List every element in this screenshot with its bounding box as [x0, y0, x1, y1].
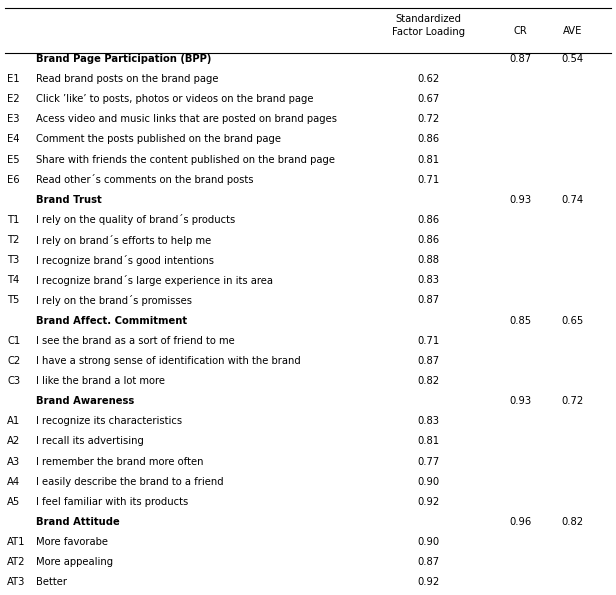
Text: 0.83: 0.83: [417, 275, 439, 286]
Text: I recognize brand´s good intentions: I recognize brand´s good intentions: [36, 255, 214, 266]
Text: AT2: AT2: [7, 558, 26, 567]
Text: 0.74: 0.74: [562, 195, 584, 205]
Text: 0.77: 0.77: [417, 456, 439, 466]
Text: A1: A1: [7, 416, 21, 427]
Text: C3: C3: [7, 376, 20, 386]
Text: C2: C2: [7, 356, 21, 366]
Text: I rely on brand´s efforts to help me: I rely on brand´s efforts to help me: [36, 234, 211, 246]
Text: Brand Awareness: Brand Awareness: [36, 396, 134, 406]
Text: 0.87: 0.87: [417, 356, 439, 366]
Text: 0.65: 0.65: [562, 315, 584, 325]
Text: I recognize brand´s large experience in its area: I recognize brand´s large experience in …: [36, 275, 273, 286]
Text: 0.82: 0.82: [417, 376, 439, 386]
Text: Brand Attitude: Brand Attitude: [36, 517, 120, 527]
Text: 0.86: 0.86: [417, 215, 439, 225]
Text: 0.72: 0.72: [562, 396, 584, 406]
Text: 0.92: 0.92: [417, 497, 439, 507]
Text: 0.71: 0.71: [417, 175, 439, 184]
Text: T5: T5: [7, 296, 20, 305]
Text: 0.87: 0.87: [417, 558, 439, 567]
Text: I remember the brand more often: I remember the brand more often: [36, 456, 203, 466]
Text: I rely on the quality of brand´s products: I rely on the quality of brand´s product…: [36, 214, 235, 226]
Text: Brand Trust: Brand Trust: [36, 195, 102, 205]
Text: I have a strong sense of identification with the brand: I have a strong sense of identification …: [36, 356, 301, 366]
Text: A3: A3: [7, 456, 20, 466]
Text: More favorabe: More favorabe: [36, 537, 108, 547]
Text: E6: E6: [7, 175, 20, 184]
Text: 0.90: 0.90: [417, 477, 439, 487]
Text: 0.85: 0.85: [509, 315, 532, 325]
Text: Brand Page Participation (BPP): Brand Page Participation (BPP): [36, 54, 211, 64]
Text: 0.92: 0.92: [417, 577, 439, 587]
Text: 0.81: 0.81: [417, 437, 439, 446]
Text: Share with friends the content published on the brand page: Share with friends the content published…: [36, 155, 334, 164]
Text: E3: E3: [7, 114, 20, 124]
Text: I see the brand as a sort of friend to me: I see the brand as a sort of friend to m…: [36, 336, 235, 346]
Text: E4: E4: [7, 134, 20, 145]
Text: 0.86: 0.86: [417, 235, 439, 245]
Text: AT3: AT3: [7, 577, 26, 587]
Text: 0.83: 0.83: [417, 416, 439, 427]
Text: More appealing: More appealing: [36, 558, 113, 567]
Text: T1: T1: [7, 215, 20, 225]
Text: 0.82: 0.82: [562, 517, 584, 527]
Text: 0.93: 0.93: [509, 396, 532, 406]
Text: 0.88: 0.88: [417, 255, 439, 265]
Text: 0.96: 0.96: [509, 517, 532, 527]
Text: T2: T2: [7, 235, 20, 245]
Text: E2: E2: [7, 94, 20, 104]
Text: Comment the posts published on the brand page: Comment the posts published on the brand…: [36, 134, 281, 145]
Text: 0.81: 0.81: [417, 155, 439, 164]
Text: AVE: AVE: [563, 26, 583, 36]
Text: Read brand posts on the brand page: Read brand posts on the brand page: [36, 74, 218, 84]
Text: I recall its advertising: I recall its advertising: [36, 437, 144, 446]
Text: 0.54: 0.54: [562, 54, 584, 64]
Text: Acess video and music links that are posted on brand pages: Acess video and music links that are pos…: [36, 114, 337, 124]
Text: 0.62: 0.62: [417, 74, 439, 84]
Text: I like the brand a lot more: I like the brand a lot more: [36, 376, 164, 386]
Text: E5: E5: [7, 155, 20, 164]
Text: T3: T3: [7, 255, 20, 265]
Text: 0.90: 0.90: [417, 537, 439, 547]
Text: 0.67: 0.67: [417, 94, 439, 104]
Text: 0.86: 0.86: [417, 134, 439, 145]
Text: Read other´s comments on the brand posts: Read other´s comments on the brand posts: [36, 174, 253, 185]
Text: Standardized
Factor Loading: Standardized Factor Loading: [392, 14, 464, 37]
Text: E1: E1: [7, 74, 20, 84]
Text: AT1: AT1: [7, 537, 26, 547]
Text: T4: T4: [7, 275, 20, 286]
Text: 0.72: 0.72: [417, 114, 439, 124]
Text: I feel familiar with its products: I feel familiar with its products: [36, 497, 188, 507]
Text: CR: CR: [514, 26, 527, 36]
Text: Brand Affect. Commitment: Brand Affect. Commitment: [36, 315, 187, 325]
Text: A2: A2: [7, 437, 21, 446]
Text: 0.71: 0.71: [417, 336, 439, 346]
Text: A4: A4: [7, 477, 20, 487]
Text: Click ’like’ to posts, photos or videos on the brand page: Click ’like’ to posts, photos or videos …: [36, 94, 313, 104]
Text: 0.87: 0.87: [417, 296, 439, 305]
Text: 0.87: 0.87: [509, 54, 532, 64]
Text: I rely on the brand´s promisses: I rely on the brand´s promisses: [36, 295, 192, 306]
Text: I easily describe the brand to a friend: I easily describe the brand to a friend: [36, 477, 224, 487]
Text: 0.93: 0.93: [509, 195, 532, 205]
Text: Better: Better: [36, 577, 67, 587]
Text: C1: C1: [7, 336, 21, 346]
Text: I recognize its characteristics: I recognize its characteristics: [36, 416, 182, 427]
Text: A5: A5: [7, 497, 21, 507]
